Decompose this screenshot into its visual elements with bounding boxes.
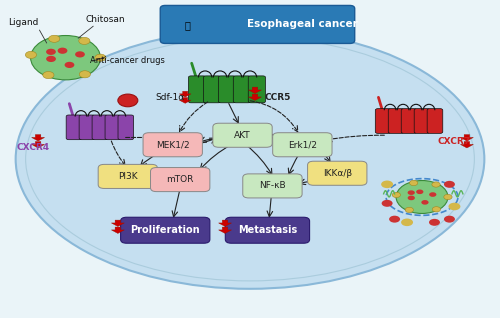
FancyArrow shape xyxy=(460,142,473,148)
FancyBboxPatch shape xyxy=(188,76,206,103)
Circle shape xyxy=(46,49,56,55)
Ellipse shape xyxy=(16,29,484,289)
Text: AKT: AKT xyxy=(234,131,251,140)
FancyBboxPatch shape xyxy=(118,115,134,140)
FancyBboxPatch shape xyxy=(204,76,220,103)
Text: mTOR: mTOR xyxy=(166,175,194,184)
FancyArrow shape xyxy=(218,220,232,226)
FancyBboxPatch shape xyxy=(272,133,332,157)
Circle shape xyxy=(64,62,74,68)
Text: PI3K: PI3K xyxy=(118,172,138,181)
Circle shape xyxy=(75,51,85,58)
FancyBboxPatch shape xyxy=(150,168,210,192)
FancyBboxPatch shape xyxy=(414,109,430,133)
FancyBboxPatch shape xyxy=(248,76,266,103)
Text: Sdf-1α: Sdf-1α xyxy=(156,93,184,102)
Circle shape xyxy=(58,48,68,54)
FancyBboxPatch shape xyxy=(79,115,94,140)
FancyArrow shape xyxy=(180,91,191,97)
Text: IKKα/β: IKKα/β xyxy=(322,169,352,178)
FancyBboxPatch shape xyxy=(243,174,302,198)
FancyBboxPatch shape xyxy=(427,109,443,133)
Circle shape xyxy=(444,194,452,200)
Circle shape xyxy=(416,190,424,194)
FancyBboxPatch shape xyxy=(401,109,417,133)
Circle shape xyxy=(43,72,54,79)
Circle shape xyxy=(448,203,460,210)
Circle shape xyxy=(389,216,400,223)
Text: Esophageal cancer: Esophageal cancer xyxy=(247,19,358,30)
Circle shape xyxy=(401,218,413,226)
Text: Erk1/2: Erk1/2 xyxy=(288,140,317,149)
Text: CCR5: CCR5 xyxy=(265,93,291,102)
FancyBboxPatch shape xyxy=(160,5,354,44)
FancyBboxPatch shape xyxy=(66,115,82,140)
Circle shape xyxy=(444,216,455,223)
FancyArrow shape xyxy=(180,98,191,103)
FancyBboxPatch shape xyxy=(376,109,391,133)
Text: Metastasis: Metastasis xyxy=(238,225,297,235)
FancyBboxPatch shape xyxy=(226,217,310,243)
Circle shape xyxy=(46,56,56,62)
Circle shape xyxy=(382,200,392,207)
FancyBboxPatch shape xyxy=(213,123,272,147)
FancyArrow shape xyxy=(218,227,232,233)
Circle shape xyxy=(432,207,440,212)
FancyArrow shape xyxy=(248,87,262,93)
Circle shape xyxy=(432,182,440,187)
Text: Chitosan: Chitosan xyxy=(86,15,125,24)
Circle shape xyxy=(392,192,400,197)
Text: NF-κB: NF-κB xyxy=(259,181,286,190)
FancyBboxPatch shape xyxy=(98,164,158,189)
FancyBboxPatch shape xyxy=(120,217,210,243)
Circle shape xyxy=(79,37,90,45)
Circle shape xyxy=(95,54,106,61)
FancyArrow shape xyxy=(460,135,473,141)
Circle shape xyxy=(444,181,455,188)
FancyBboxPatch shape xyxy=(388,109,404,133)
Circle shape xyxy=(80,71,90,78)
Text: MEK1/2: MEK1/2 xyxy=(156,140,190,149)
Circle shape xyxy=(396,181,448,213)
Text: CXCR4: CXCR4 xyxy=(16,143,50,152)
FancyBboxPatch shape xyxy=(105,115,120,140)
Circle shape xyxy=(408,196,415,200)
FancyBboxPatch shape xyxy=(218,76,236,103)
Text: Ligand: Ligand xyxy=(8,18,38,27)
FancyBboxPatch shape xyxy=(143,133,203,157)
FancyBboxPatch shape xyxy=(308,161,367,185)
Circle shape xyxy=(429,219,440,226)
Circle shape xyxy=(429,192,436,197)
Text: CXCR7: CXCR7 xyxy=(438,137,471,146)
Circle shape xyxy=(381,181,393,188)
Circle shape xyxy=(408,190,415,195)
FancyBboxPatch shape xyxy=(234,76,250,103)
FancyArrow shape xyxy=(112,227,124,233)
Text: 🫁: 🫁 xyxy=(184,20,190,30)
Circle shape xyxy=(422,200,428,205)
FancyArrow shape xyxy=(32,142,44,148)
Circle shape xyxy=(30,36,100,80)
Circle shape xyxy=(48,35,60,42)
FancyArrow shape xyxy=(112,220,124,226)
Circle shape xyxy=(405,207,413,212)
FancyArrow shape xyxy=(32,135,44,141)
Circle shape xyxy=(26,51,36,59)
FancyArrow shape xyxy=(248,94,262,100)
Circle shape xyxy=(118,94,138,107)
Text: Anti-cancer drugs: Anti-cancer drugs xyxy=(90,56,166,66)
Text: Proliferation: Proliferation xyxy=(130,225,200,235)
Circle shape xyxy=(410,180,418,186)
FancyBboxPatch shape xyxy=(92,115,108,140)
